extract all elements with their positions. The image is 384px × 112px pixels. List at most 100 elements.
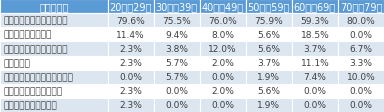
Text: 7.4%: 7.4% [303,73,326,81]
Bar [0,98,108,112]
Text: 11.1%: 11.1% [301,59,329,67]
Bar [108,28,154,42]
Bar [246,14,292,28]
Bar [246,42,292,56]
Bar [154,28,200,42]
Bar [200,42,246,56]
Text: 5.6%: 5.6% [257,31,280,39]
Bar [154,98,200,112]
Bar [200,84,246,98]
Bar [108,14,154,28]
Bar [154,56,200,70]
Text: 専門家に相談している: 専門家に相談している [3,101,57,109]
Bar [246,56,292,70]
Bar [338,0,384,14]
Text: 0.0%: 0.0% [349,87,372,95]
Bar [338,98,384,112]
Bar [108,42,154,56]
Text: 家族や友人に相談している: 家族や友人に相談している [3,45,68,53]
Text: 0.0%: 0.0% [119,73,142,81]
Text: 8.0%: 8.0% [211,31,234,39]
Text: 情報収集をしている: 情報収集をしている [3,31,51,39]
Text: 6.7%: 6.7% [349,45,372,53]
Bar [0,84,108,98]
Bar [246,84,292,98]
Bar [154,84,200,98]
Text: 0.0%: 0.0% [349,101,372,109]
Bar [0,0,108,14]
Text: 介護保険を検討している: 介護保険を検討している [3,87,62,95]
Bar [200,70,246,84]
Bar [292,42,338,56]
Text: 0.0%: 0.0% [165,101,188,109]
Text: 介護サービスを利用している: 介護サービスを利用している [3,73,73,81]
Bar [0,70,108,84]
Bar [338,14,384,28]
Bar [108,98,154,112]
Text: 75.5%: 75.5% [162,17,191,25]
Bar [108,0,154,14]
Text: 18.5%: 18.5% [301,31,329,39]
Text: 0.0%: 0.0% [165,87,188,95]
Bar [292,98,338,112]
Text: 0.0%: 0.0% [303,101,326,109]
Bar [338,28,384,42]
Text: 10.0%: 10.0% [347,73,375,81]
Bar [292,56,338,70]
Text: 不安だが行動はしていない: 不安だが行動はしていない [3,17,68,25]
Bar [200,14,246,28]
Bar [0,28,108,42]
Text: 不安はない: 不安はない [3,59,30,67]
Bar [292,14,338,28]
Text: 5.7%: 5.7% [165,59,188,67]
Text: 76.0%: 76.0% [209,17,237,25]
Bar [246,98,292,112]
Text: 59.3%: 59.3% [301,17,329,25]
Text: 60歳～69歳: 60歳～69歳 [294,2,336,12]
Text: 40歳～49歳: 40歳～49歳 [202,2,244,12]
Text: 3.3%: 3.3% [349,59,372,67]
Text: 0.0%: 0.0% [303,87,326,95]
Text: 2.3%: 2.3% [119,101,142,109]
Text: 5.6%: 5.6% [257,45,280,53]
Bar [200,0,246,14]
Bar [200,56,246,70]
Text: 79.6%: 79.6% [116,17,145,25]
Text: 2.0%: 2.0% [211,87,234,95]
Bar [154,70,200,84]
Text: 1.9%: 1.9% [257,101,280,109]
Text: 11.4%: 11.4% [116,31,145,39]
Bar [200,98,246,112]
Bar [0,42,108,56]
Bar [338,56,384,70]
Bar [246,28,292,42]
Text: 30歳～39歳: 30歳～39歳 [156,2,198,12]
Bar [338,42,384,56]
Text: 3.8%: 3.8% [165,45,188,53]
Text: 1.9%: 1.9% [257,73,280,81]
Text: 75.9%: 75.9% [255,17,283,25]
Text: 70歳～79歳: 70歳～79歳 [340,2,382,12]
Text: 2.0%: 2.0% [211,59,234,67]
Text: 5.7%: 5.7% [165,73,188,81]
Text: 回答選択肢: 回答選択肢 [39,2,68,12]
Bar [0,14,108,28]
Bar [246,70,292,84]
Bar [292,28,338,42]
Bar [154,0,200,14]
Bar [200,28,246,42]
Text: 0.0%: 0.0% [211,101,234,109]
Bar [108,84,154,98]
Bar [338,70,384,84]
Text: 80.0%: 80.0% [347,17,375,25]
Text: 2.3%: 2.3% [119,45,142,53]
Text: 2.3%: 2.3% [119,87,142,95]
Text: 9.4%: 9.4% [165,31,188,39]
Bar [154,42,200,56]
Text: 20歳～29歳: 20歳～29歳 [109,2,152,12]
Bar [0,56,108,70]
Text: 5.6%: 5.6% [257,87,280,95]
Text: 0.0%: 0.0% [349,31,372,39]
Text: 3.7%: 3.7% [257,59,280,67]
Bar [154,14,200,28]
